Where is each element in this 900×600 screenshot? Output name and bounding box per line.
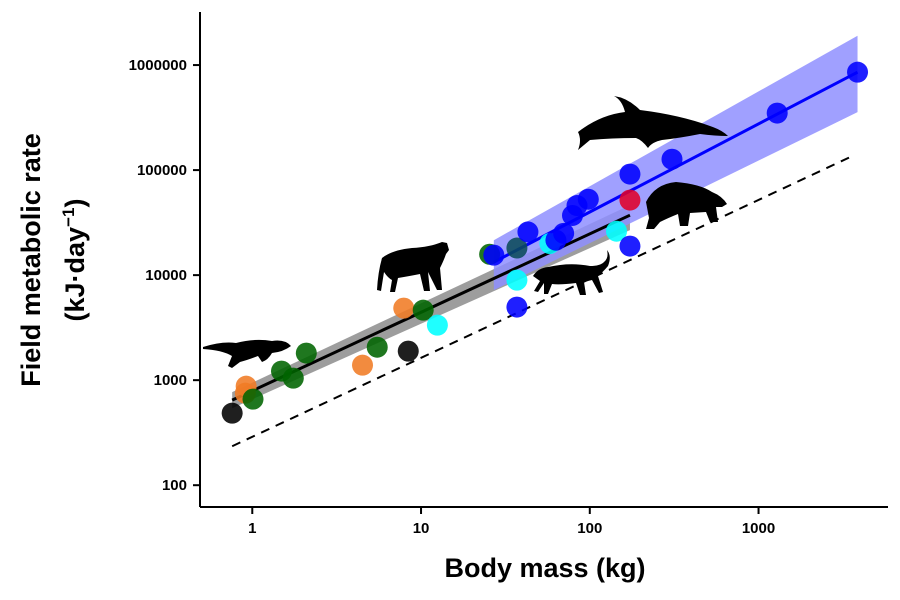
data-point-blue — [577, 188, 599, 210]
data-point-green — [295, 342, 317, 364]
data-point-cyan — [426, 314, 448, 336]
data-point-blue — [483, 244, 505, 266]
data-point-blue — [766, 102, 788, 124]
x-tick-label: 10 — [413, 520, 430, 537]
data-point-cyan — [606, 220, 628, 242]
wolf-silhouette — [377, 242, 449, 292]
data-point-blue — [517, 221, 539, 243]
y-axis-title-line2: (kJ·day−1) — [59, 199, 90, 322]
data-point-green — [242, 388, 264, 410]
confidence-bands — [232, 35, 858, 409]
data-point-blue — [619, 235, 641, 257]
data-point-orange — [352, 354, 374, 376]
x-tick-label: 100 — [577, 520, 602, 537]
data-point-teal — [506, 237, 528, 259]
data-point-orange — [393, 297, 415, 319]
bear-silhouette — [646, 182, 727, 229]
x-axis-title: Body mass (kg) — [444, 553, 645, 583]
data-point-blue — [661, 148, 683, 170]
axes — [199, 12, 888, 508]
data-point-blue — [506, 296, 528, 318]
y-axis-unit-close: ) — [60, 199, 90, 208]
data-point-blue — [847, 61, 869, 83]
data-point-black — [397, 340, 419, 362]
data-point-black — [221, 402, 243, 424]
data-points — [221, 61, 869, 424]
data-point-green — [412, 299, 434, 321]
data-point-blue — [553, 222, 575, 244]
y-tick-label: 100000 — [137, 162, 187, 179]
animal-silhouettes — [203, 96, 728, 368]
data-point-cyan — [506, 269, 528, 291]
leopard-silhouette — [533, 250, 610, 295]
x-tick-label: 1 — [248, 520, 256, 537]
y-axis-unit: (kJ·day — [60, 227, 90, 322]
otter-silhouette — [203, 339, 291, 368]
y-tick-label: 1000000 — [129, 57, 187, 74]
y-axis-title-line1: Field metabolic rate — [16, 133, 46, 387]
data-point-green — [282, 367, 304, 389]
y-axis-unit-exponent: −1 — [59, 208, 78, 227]
reference-line-dashed — [231, 154, 855, 448]
dolphin-silhouette — [578, 96, 728, 150]
data-point-blue — [619, 163, 641, 185]
data-point-red — [619, 189, 641, 211]
y-tick-label: 100 — [162, 477, 187, 494]
ticks: 1 10 100 1000 100 1000 10000 100000 1000000 — [129, 57, 776, 537]
y-tick-label: 10000 — [145, 267, 187, 284]
y-tick-label: 1000 — [154, 372, 187, 389]
data-point-green — [366, 336, 388, 358]
x-tick-label: 1000 — [742, 520, 775, 537]
